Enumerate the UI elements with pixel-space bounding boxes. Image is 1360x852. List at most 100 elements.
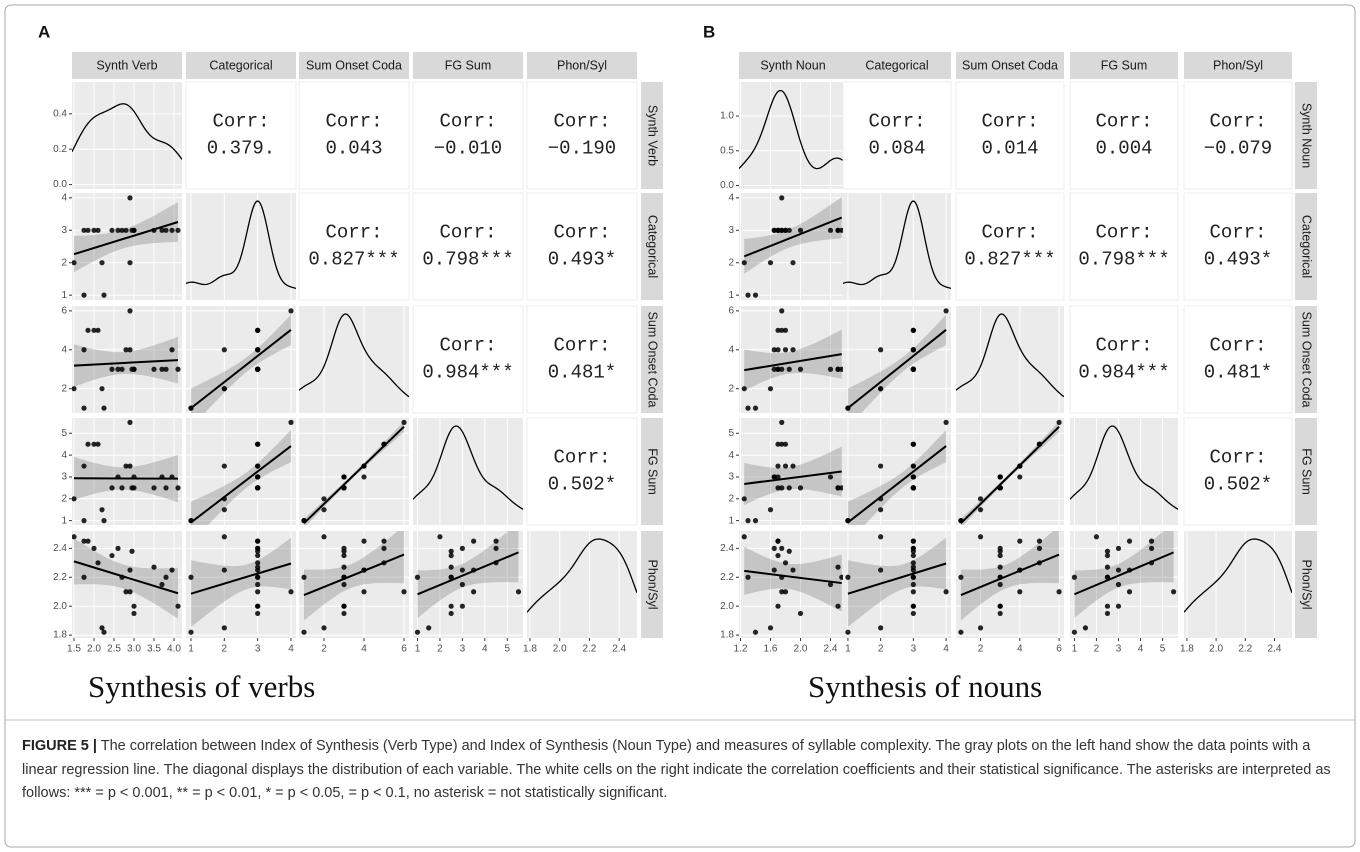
corr-label: Corr: bbox=[553, 111, 610, 133]
data-point bbox=[775, 552, 781, 559]
data-point bbox=[771, 347, 777, 353]
data-point bbox=[255, 327, 261, 333]
data-point bbox=[797, 366, 804, 372]
y-tick-label: 6 bbox=[61, 306, 67, 317]
data-point bbox=[779, 308, 785, 314]
data-point bbox=[779, 485, 785, 491]
data-point bbox=[493, 538, 499, 544]
data-point bbox=[109, 552, 115, 559]
data-point bbox=[85, 441, 91, 447]
y-tick-label: 0.2 bbox=[53, 144, 67, 155]
data-point bbox=[131, 474, 137, 480]
data-point bbox=[127, 260, 133, 266]
y-tick-label: 4 bbox=[728, 450, 734, 461]
data-point bbox=[288, 308, 294, 314]
data-point bbox=[255, 567, 261, 573]
x-tick-label: 2.0 bbox=[87, 644, 101, 655]
regression-line bbox=[417, 551, 519, 596]
column-header: Phon/Syl bbox=[1213, 58, 1263, 72]
data-point bbox=[414, 629, 421, 635]
density-curve bbox=[527, 538, 637, 613]
data-point bbox=[910, 485, 916, 491]
data-point bbox=[471, 567, 477, 573]
correlation-cell bbox=[1069, 81, 1179, 190]
data-point bbox=[301, 629, 307, 635]
regression-line bbox=[190, 562, 292, 595]
data-point bbox=[779, 227, 785, 233]
cell-content bbox=[186, 306, 296, 413]
regression-line bbox=[190, 329, 292, 409]
x-tick-label: 2.4 bbox=[1268, 644, 1282, 655]
y-tick-label: 2.0 bbox=[53, 601, 67, 612]
data-point bbox=[381, 545, 387, 551]
data-point bbox=[845, 405, 851, 411]
row-strip bbox=[1295, 193, 1317, 300]
data-point bbox=[786, 227, 792, 233]
x-tick-label: 1.8 bbox=[523, 644, 537, 655]
confidence-band bbox=[74, 538, 178, 619]
column-header: Synth Noun bbox=[760, 58, 825, 72]
x-tick-label: 3.5 bbox=[147, 644, 161, 655]
corr-value: 0.798*** bbox=[1078, 249, 1169, 271]
y-tick-label: 2.2 bbox=[720, 572, 734, 583]
y-tick-label: 0.0 bbox=[720, 180, 734, 191]
row-header: Sum Onset Coda bbox=[646, 312, 660, 408]
x-tick-label: 1 bbox=[1072, 644, 1078, 655]
data-point bbox=[127, 589, 133, 595]
data-point bbox=[1104, 552, 1111, 559]
data-point bbox=[72, 386, 77, 392]
plot-cell bbox=[186, 418, 296, 525]
data-point bbox=[997, 581, 1003, 588]
confidence-band bbox=[191, 537, 291, 628]
data-point bbox=[361, 474, 367, 480]
data-point bbox=[910, 560, 916, 566]
data-point bbox=[321, 496, 327, 502]
data-point bbox=[1115, 567, 1122, 573]
data-point bbox=[943, 589, 949, 595]
row-header: Synth Verb bbox=[646, 105, 660, 166]
data-point bbox=[255, 552, 261, 559]
data-point bbox=[151, 564, 157, 570]
cell-content bbox=[843, 418, 951, 525]
y-tick-label: 1 bbox=[61, 515, 67, 526]
data-point bbox=[767, 625, 774, 631]
data-point bbox=[1126, 538, 1133, 544]
data-point bbox=[910, 548, 916, 554]
data-point bbox=[341, 564, 347, 570]
data-point bbox=[127, 567, 133, 573]
correlation-cell bbox=[955, 81, 1065, 190]
data-point bbox=[910, 610, 916, 617]
plot-cell bbox=[1184, 531, 1292, 638]
x-tick-label: 3 bbox=[460, 644, 466, 655]
corr-label: Corr: bbox=[439, 111, 496, 133]
data-point bbox=[943, 419, 949, 425]
correlation-cell bbox=[1069, 305, 1179, 414]
y-tick-label: 4 bbox=[728, 344, 734, 355]
data-point bbox=[1017, 567, 1023, 573]
data-point bbox=[255, 581, 261, 588]
y-tick-label: 2 bbox=[61, 493, 67, 504]
data-point bbox=[109, 366, 115, 372]
data-point bbox=[341, 581, 347, 588]
data-point bbox=[341, 574, 347, 580]
correlation-cell bbox=[1183, 417, 1293, 526]
data-point bbox=[1093, 534, 1100, 540]
correlation-cell bbox=[412, 81, 524, 190]
data-point bbox=[515, 589, 522, 595]
data-point bbox=[109, 227, 115, 233]
confidence-band bbox=[744, 546, 842, 612]
corr-value: 0.014 bbox=[981, 138, 1038, 160]
data-point bbox=[115, 474, 121, 480]
data-point bbox=[95, 327, 101, 333]
data-point bbox=[1036, 545, 1043, 551]
correlation-cell bbox=[526, 192, 638, 301]
data-point bbox=[459, 581, 465, 588]
data-point bbox=[752, 405, 759, 411]
correlation-cell bbox=[412, 192, 524, 301]
data-point bbox=[175, 485, 181, 491]
data-point bbox=[782, 463, 789, 469]
y-tick-label: 2.2 bbox=[53, 572, 67, 583]
y-tick-label: 6 bbox=[728, 306, 734, 317]
regression-line bbox=[743, 216, 843, 258]
data-point bbox=[779, 574, 785, 580]
